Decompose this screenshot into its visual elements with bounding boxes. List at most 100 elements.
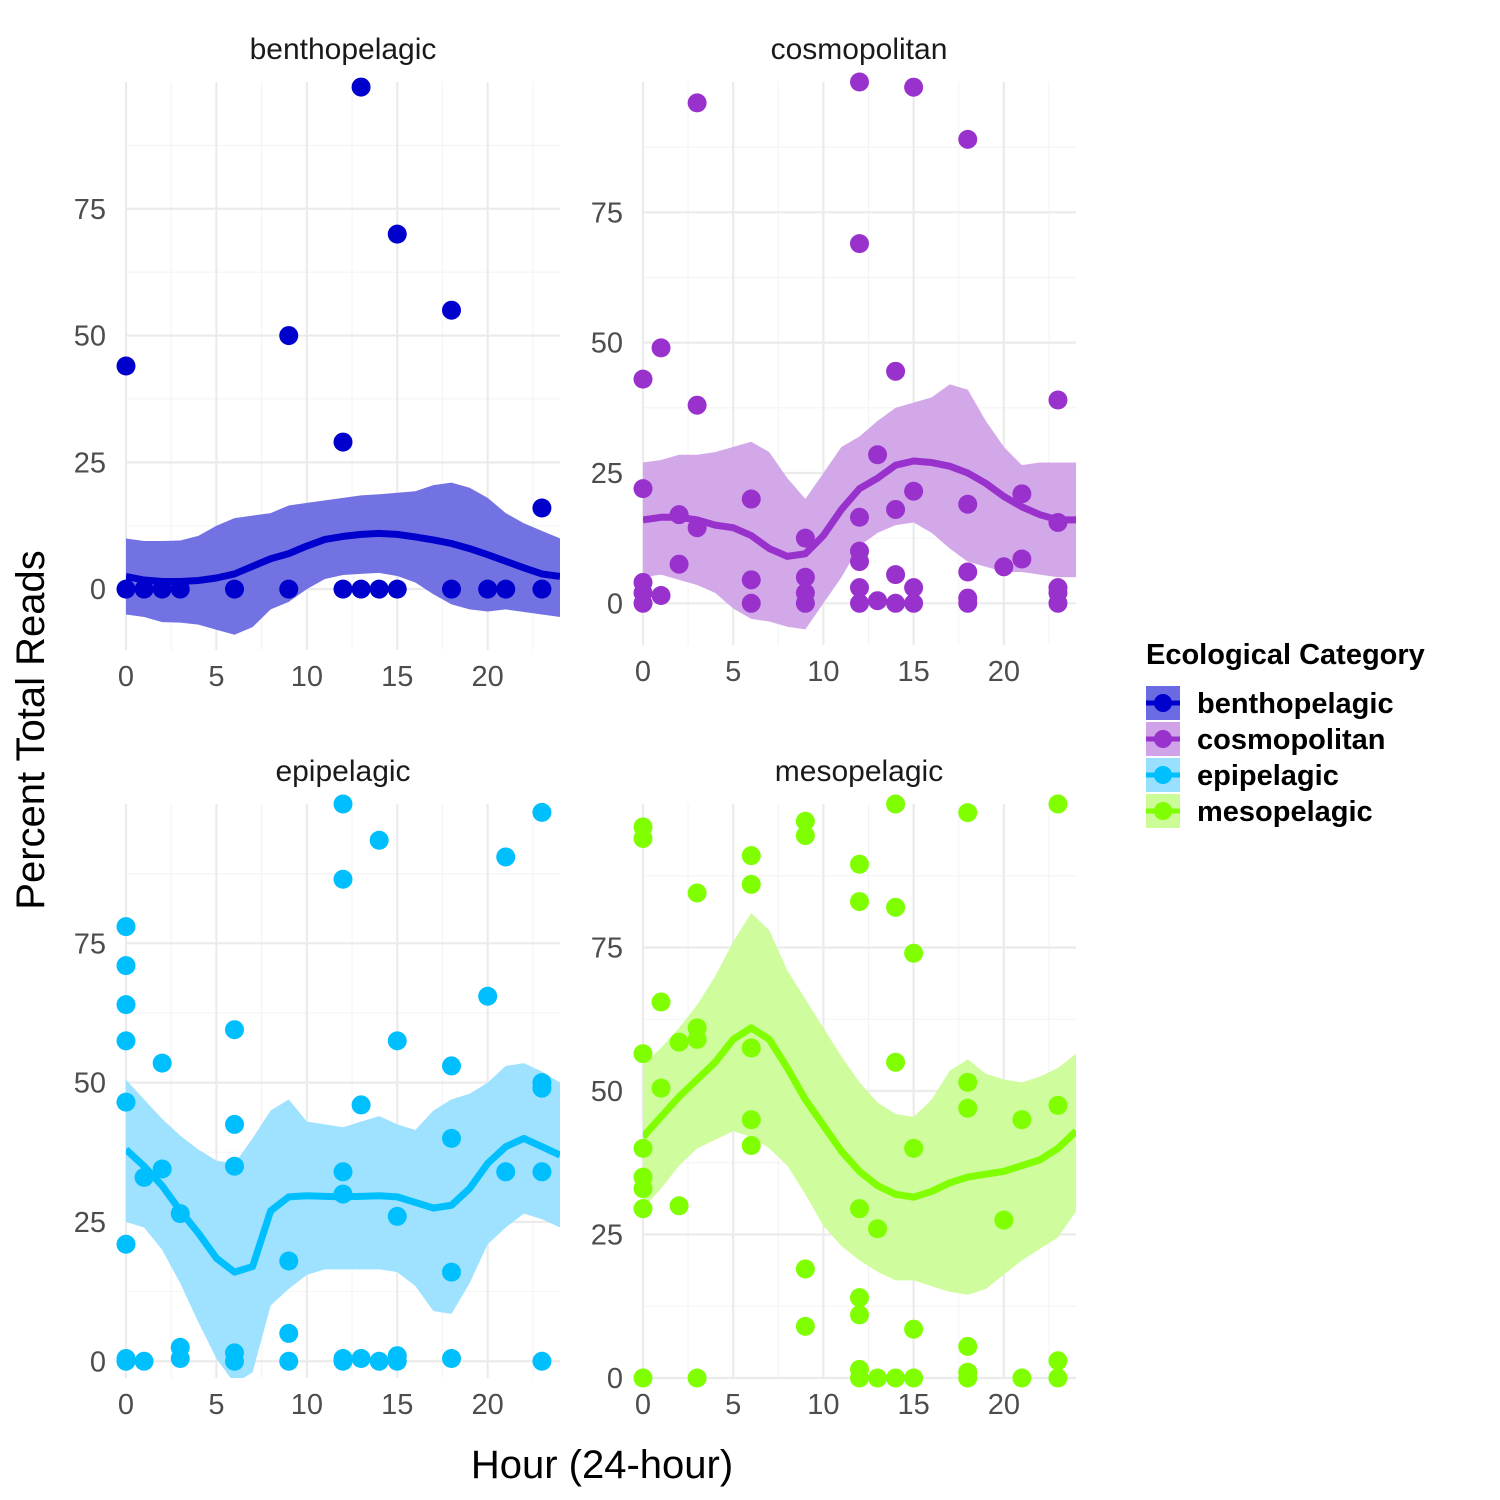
data-point	[170, 1348, 190, 1368]
data-point	[741, 1038, 761, 1058]
data-point	[651, 585, 671, 605]
data-point	[279, 326, 299, 346]
data-point	[669, 1196, 689, 1216]
data-point	[333, 869, 353, 889]
x-tick-label: 10	[291, 661, 323, 693]
panel-title-benthopelagic: benthopelagic	[250, 33, 437, 66]
legend-items: benthopelagic cosmopolitan epipelagic mesop…	[1146, 686, 1394, 828]
data-point	[958, 494, 978, 514]
y-tick-label: 0	[607, 1363, 623, 1395]
data-point	[958, 562, 978, 582]
y-axis-title: Percent Total Reads	[9, 550, 53, 909]
trend-line-cosmopolitan	[643, 457, 1076, 560]
plot-area-benthopelagic	[126, 482, 560, 635]
data-point	[795, 593, 815, 613]
data-point	[279, 1351, 299, 1371]
points-benthopelagic	[116, 77, 552, 599]
data-point	[687, 1368, 707, 1388]
data-point	[442, 1056, 461, 1076]
data-point	[116, 579, 136, 599]
data-point	[116, 1092, 136, 1112]
data-point	[225, 1114, 244, 1134]
plot-area-epipelagic	[126, 1063, 560, 1378]
data-point	[1012, 484, 1032, 504]
legend-item-benthopelagic: benthopelagic	[1146, 686, 1394, 720]
data-point	[904, 1138, 924, 1158]
data-point	[116, 956, 136, 976]
legend-key-point	[1154, 766, 1172, 784]
panel-epipelagic: epipelagic 0 5 10 15 20 0 25 50 75	[74, 755, 560, 1421]
data-point	[687, 395, 707, 415]
data-point	[958, 1368, 978, 1388]
data-point	[868, 1368, 888, 1388]
data-point	[1048, 1351, 1068, 1371]
data-point	[633, 369, 653, 389]
data-point	[958, 129, 978, 149]
data-point	[532, 1078, 552, 1098]
data-point	[532, 1162, 552, 1182]
panel-title-cosmopolitan: cosmopolitan	[771, 33, 948, 66]
data-point	[651, 1078, 671, 1098]
data-point	[134, 579, 154, 599]
x-tick-label: 5	[208, 661, 224, 693]
y-tick-label: 25	[591, 458, 623, 490]
data-point	[633, 1138, 653, 1158]
x-tick-label: 15	[381, 1389, 413, 1421]
data-point	[369, 1351, 389, 1371]
data-point	[369, 579, 389, 599]
legend-item-cosmopolitan: cosmopolitan	[1146, 722, 1386, 756]
data-point	[886, 897, 906, 917]
data-point	[1048, 1368, 1068, 1388]
legend: Ecological Category benthopelagic cosmopo…	[1146, 639, 1425, 828]
data-point	[442, 1128, 461, 1148]
plot-area-cosmopolitan	[643, 384, 1076, 630]
legend-label: cosmopolitan	[1197, 724, 1386, 756]
data-point	[795, 826, 815, 846]
data-point	[669, 505, 689, 525]
x-tick-label: 15	[381, 661, 413, 693]
data-point	[687, 1029, 707, 1049]
data-point	[850, 892, 869, 912]
x-axis-title: Hour (24-hour)	[471, 1443, 733, 1487]
data-point	[170, 1204, 190, 1224]
data-point	[351, 1095, 371, 1115]
confidence-band-mesopelagic	[643, 913, 1076, 1295]
data-point	[687, 93, 707, 113]
data-point	[850, 1305, 869, 1325]
data-point	[886, 1368, 906, 1388]
data-point	[886, 1052, 906, 1072]
data-point	[387, 1206, 407, 1226]
data-point	[850, 1368, 869, 1388]
data-point	[850, 507, 869, 527]
panel-title-mesopelagic: mesopelagic	[775, 755, 943, 788]
x-tick-label: 0	[635, 656, 651, 688]
data-point	[134, 1167, 154, 1187]
data-point	[850, 1199, 869, 1219]
data-point	[669, 1032, 689, 1052]
data-point	[116, 917, 136, 937]
data-point	[333, 432, 353, 452]
data-point	[633, 1044, 653, 1064]
legend-item-mesopelagic: mesopelagic	[1146, 794, 1373, 828]
data-point	[795, 567, 815, 587]
data-point	[850, 854, 869, 874]
data-point	[741, 593, 761, 613]
data-point	[904, 943, 924, 963]
data-point	[387, 224, 407, 244]
data-point	[478, 986, 498, 1006]
data-point	[850, 578, 869, 598]
x-tick-label: 15	[897, 1389, 929, 1421]
data-point	[741, 570, 761, 590]
confidence-band-cosmopolitan	[643, 384, 1076, 630]
data-point	[958, 593, 978, 613]
data-point	[116, 1351, 136, 1371]
data-point	[886, 361, 906, 381]
x-tick-label: 20	[472, 661, 504, 693]
data-point	[741, 1110, 761, 1130]
x-tick-label: 5	[725, 1389, 741, 1421]
y-tick-label: 75	[74, 928, 106, 960]
data-point	[795, 811, 815, 831]
data-point	[741, 846, 761, 866]
plot-area-mesopelagic	[643, 913, 1076, 1295]
